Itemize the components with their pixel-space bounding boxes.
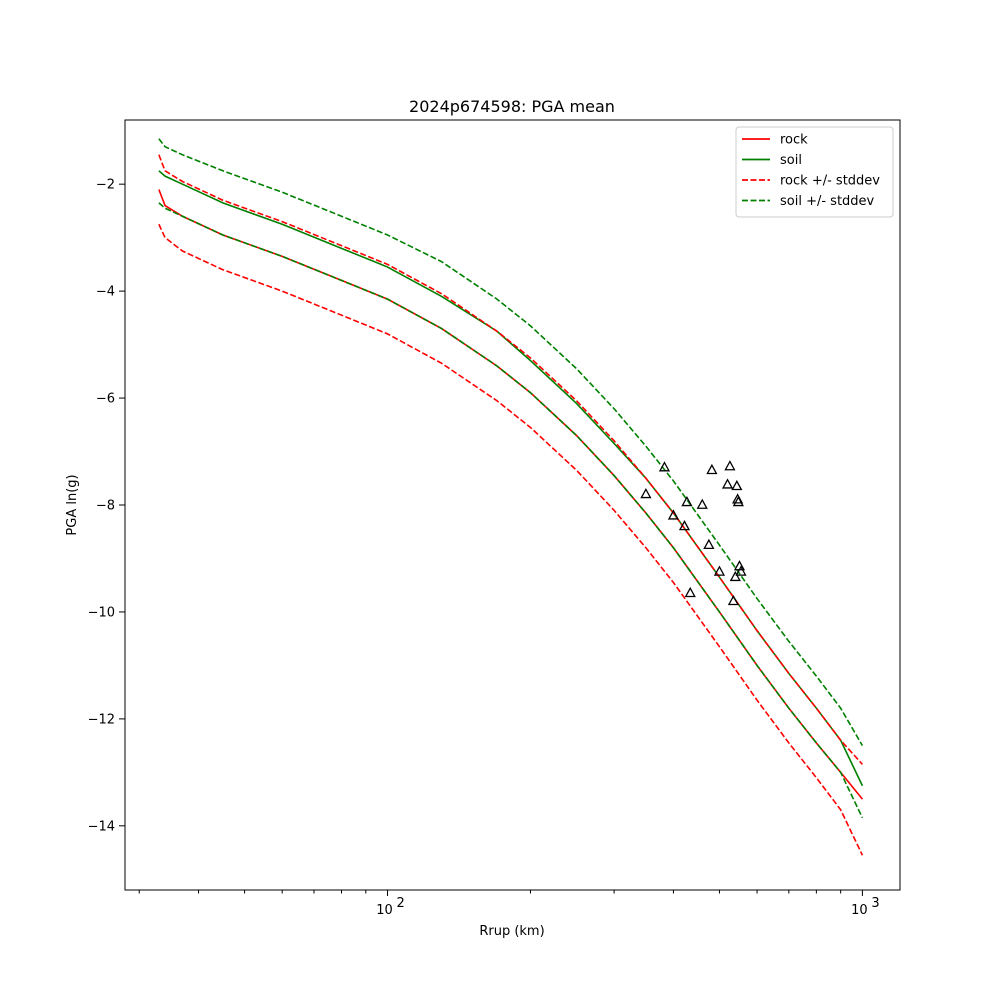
observation-marker — [640, 487, 652, 499]
legend-label: soil — [780, 153, 802, 168]
observation-marker — [678, 520, 691, 531]
x-axis: 10 2 10 3 — [138, 890, 880, 918]
observation-marker — [706, 463, 718, 475]
observation-marker — [703, 538, 715, 549]
legend: rock soil rock +/- stddev soil +/- stddev — [735, 126, 894, 218]
observation-marker — [696, 498, 708, 509]
series-line-rock-stddev-3 — [158, 223, 864, 856]
observation-marker — [658, 461, 671, 472]
y-tick-label: −4 — [96, 285, 115, 300]
y-tick-label: −10 — [88, 605, 115, 620]
y-tick-label: −14 — [88, 819, 115, 834]
observation-marker — [681, 495, 693, 507]
observation-marker — [667, 509, 680, 520]
observation-marker — [731, 479, 743, 491]
y-axis-label: PGA ln(g) — [65, 474, 80, 535]
legend-label: soil +/- stddev — [780, 194, 875, 209]
observation-marker — [713, 565, 726, 576]
plot-area — [158, 138, 864, 856]
y-tick-label: −8 — [96, 499, 115, 514]
y-tick-label: −2 — [96, 178, 115, 193]
x-tick-label-exponent: 3 — [871, 896, 879, 911]
observation-marker — [684, 586, 696, 598]
observation-marker — [727, 594, 739, 606]
legend-box — [735, 126, 894, 218]
observation-marker — [732, 495, 744, 507]
x-tick-label: 10 — [376, 903, 393, 918]
observation-marker — [729, 570, 741, 582]
series-line-soil-stddev-5 — [158, 202, 864, 819]
observation-marker — [724, 460, 736, 471]
x-tick-label-exponent: 2 — [397, 896, 405, 911]
series-line-soil-stddev-4 — [158, 138, 864, 747]
observation-marker — [721, 478, 734, 489]
observation-marker — [735, 565, 747, 576]
y-axis: −2 −4 −6 −8 −10 −12 −14 — [88, 178, 125, 834]
x-tick-label: 10 — [851, 903, 868, 918]
legend-label: rock +/- stddev — [780, 174, 880, 189]
series-line-rock-stddev-2 — [158, 154, 863, 765]
x-axis-label: Rrup (km) — [479, 924, 544, 939]
chart-title: 2024p674598: PGA mean — [409, 97, 615, 116]
y-tick-label: −12 — [88, 712, 115, 727]
y-tick-label: −6 — [96, 392, 115, 407]
legend-label: rock — [780, 133, 808, 148]
